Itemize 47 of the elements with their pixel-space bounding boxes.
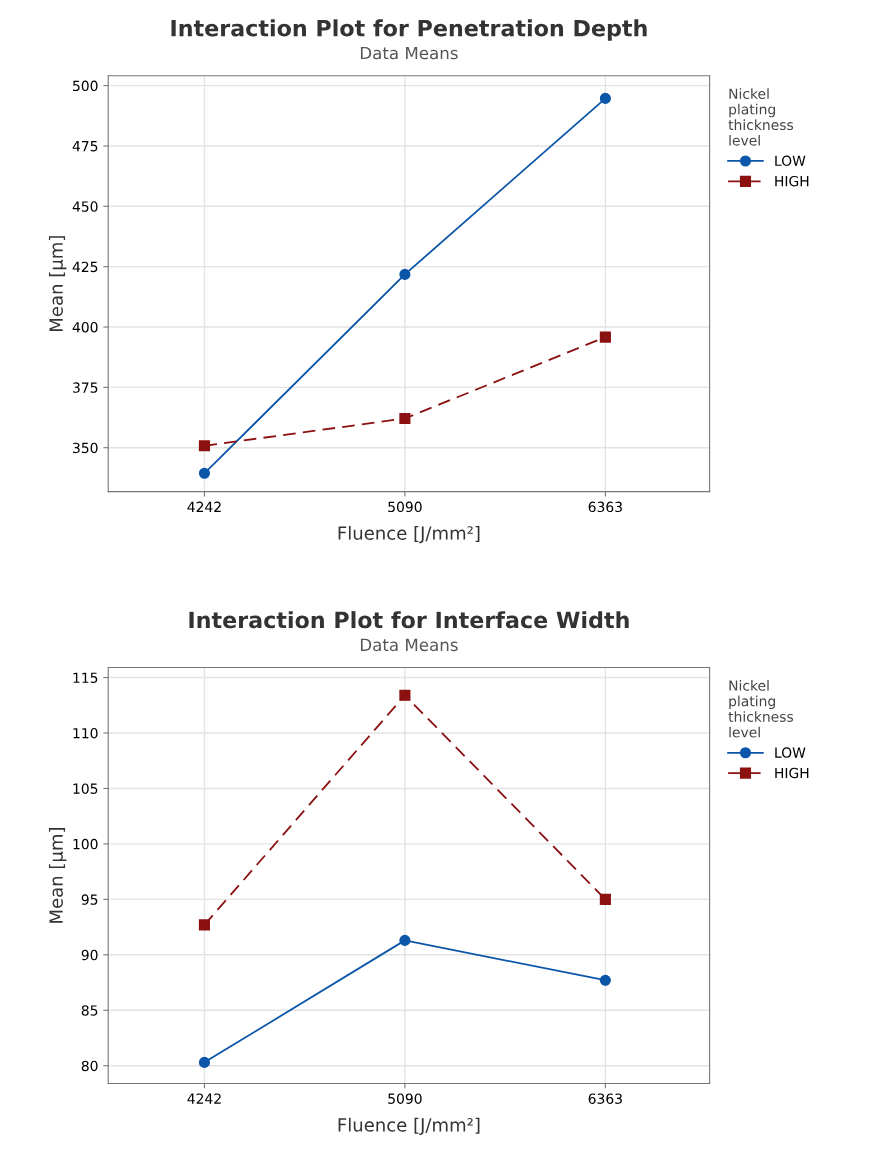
point: [599, 893, 611, 905]
y-tick-label: 475: [72, 141, 98, 152]
y-tick-label: 115: [73, 672, 98, 683]
y-tick-label: 105: [73, 783, 98, 794]
x-tick-label: 6363: [588, 1093, 622, 1104]
point: [399, 268, 411, 280]
point: [198, 440, 210, 452]
y-tick-label: 350: [73, 442, 98, 454]
chart-title: Interaction Plot for Penetration Depth: [171, 19, 647, 41]
y-tick-label: 400: [72, 321, 98, 333]
y-tick-label: 375: [73, 382, 98, 393]
y-axis-title: Mean [µm]: [48, 828, 67, 923]
legend-label: HIGH: [775, 767, 809, 779]
chart-subtitle: Data Means: [360, 638, 458, 652]
x-axis-title: Fluence [J/mm²]: [338, 525, 480, 544]
x-tick-label: 4242: [187, 501, 221, 512]
y-tick-label: 100: [73, 838, 98, 850]
chart-title: Interaction Plot for Interface Width: [189, 611, 629, 629]
point: [399, 689, 411, 701]
y-tick-label: 80: [81, 1060, 98, 1072]
point: [599, 331, 611, 343]
y-tick-label: 425: [72, 261, 98, 273]
y-tick-label: 95: [81, 894, 98, 905]
x-tick-label: 5090: [388, 1093, 422, 1104]
point: [399, 412, 411, 425]
legend-label: LOW: [775, 155, 806, 167]
y-tick-label: 450: [72, 201, 98, 212]
y-tick-label: 110: [73, 727, 98, 739]
legend-label: LOW: [775, 747, 806, 758]
x-tick-label: 4242: [187, 1093, 221, 1104]
y-tick-label: 85: [81, 1005, 98, 1016]
y-axis-title: Mean [µm]: [48, 236, 67, 331]
point: [198, 1056, 210, 1068]
point: [198, 919, 210, 931]
x-axis-title: Fluence [J/mm²]: [338, 1117, 480, 1136]
point: [599, 974, 611, 986]
y-tick-label: 90: [81, 949, 98, 961]
point: [198, 467, 210, 479]
legend-title: Nickel plating thickness level: [728, 88, 794, 146]
chart-subtitle: Data Means: [360, 46, 458, 60]
x-tick-label: 6363: [588, 501, 622, 513]
point: [399, 934, 411, 946]
legend-label: HIGH: [775, 175, 809, 187]
x-tick-label: 5090: [388, 501, 422, 513]
y-tick-label: 500: [73, 80, 98, 92]
point: [599, 92, 611, 104]
legend-title: Nickel plating thickness level: [728, 680, 794, 738]
